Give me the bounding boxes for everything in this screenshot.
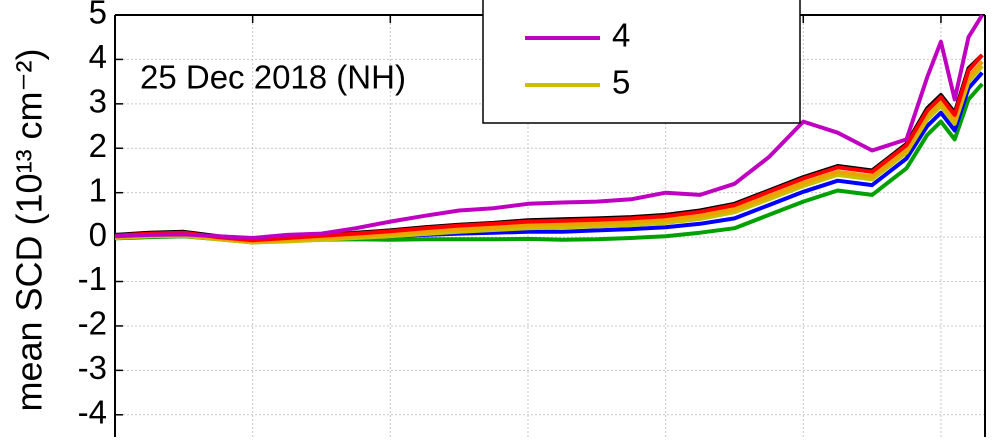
y-tick-label: 5 — [89, 0, 107, 31]
annotation: 25 Dec 2018 (NH) — [140, 59, 406, 96]
series-line — [114, 13, 984, 240]
legend-label: 5 — [612, 64, 630, 101]
y-tick-label: -3 — [78, 349, 107, 386]
plot-area — [114, 14, 986, 437]
y-tick-label: 3 — [89, 83, 107, 120]
y-tick-label: -1 — [78, 260, 107, 297]
legend-box — [482, 0, 801, 124]
y-tick-label: 4 — [89, 38, 107, 75]
y-tick-label: 2 — [89, 127, 107, 164]
y-tick-label: -2 — [78, 305, 107, 342]
y-tick-label: 0 — [89, 216, 107, 253]
y-axis-label: mean SCD (10¹³ cm⁻²) — [9, 48, 50, 411]
legend-label: 4 — [612, 17, 630, 54]
y-tick-label: -4 — [78, 394, 107, 431]
y-tick-label: 1 — [89, 171, 107, 208]
series-line — [114, 53, 984, 243]
